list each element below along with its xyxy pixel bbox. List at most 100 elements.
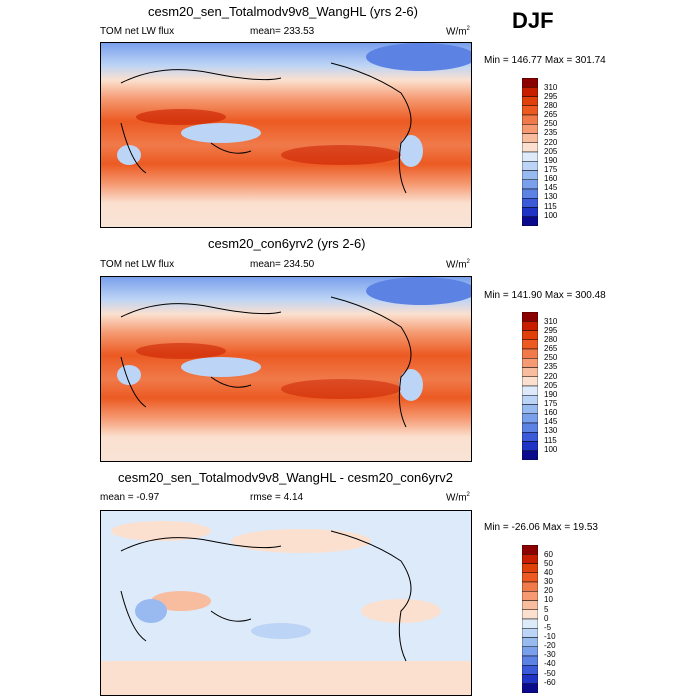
panel1-tick-label: 130 (544, 192, 558, 201)
colorbar-swatch (521, 600, 539, 610)
panel3-colorbar-swatches (521, 544, 539, 694)
panel3-units-label: W/m2 (446, 492, 470, 504)
panel2-tick-label: 145 (544, 417, 558, 426)
colorbar-swatch (521, 198, 539, 208)
panel3-tick-label: 60 (544, 550, 553, 559)
panel3-tick-label: 5 (544, 605, 549, 614)
panel1-tick-label: 295 (544, 92, 558, 101)
colorbar-swatch (521, 330, 539, 340)
colorbar-swatch (521, 683, 539, 694)
colorbar-swatch (521, 441, 539, 451)
panel3-tick-label: -10 (544, 632, 556, 641)
colorbar-swatch (521, 311, 539, 322)
colorbar-swatch (521, 544, 539, 555)
panel3-tick-label: -50 (544, 669, 556, 678)
panel2-field (101, 277, 471, 461)
colorbar-swatch (521, 321, 539, 331)
panel2-anomaly-maritime (181, 357, 261, 377)
panel1-field (101, 43, 471, 227)
panel2-anomaly-amazon (399, 369, 423, 401)
panel1-colorbar-swatches (521, 77, 539, 227)
colorbar-swatch (521, 413, 539, 424)
panel2-colorbar (521, 311, 539, 461)
panel3-coastlines (120, 530, 412, 662)
panel1-mean-label: mean= 233.53 (250, 26, 315, 37)
colorbar-swatch (521, 367, 539, 377)
panel3-anomaly (101, 661, 471, 695)
colorbar-swatch (521, 151, 539, 162)
panel3-anomaly (151, 591, 211, 611)
panel3-tick-label: -40 (544, 659, 556, 668)
panel2-tick-label: 250 (544, 353, 558, 362)
colorbar-swatch (521, 376, 539, 387)
panel3-anomaly (111, 521, 211, 541)
season-label: DJF (512, 8, 554, 33)
panel3-mean-label: mean = -0.97 (100, 492, 160, 503)
colorbar-swatch (521, 124, 539, 134)
panel1-colorbar (521, 77, 539, 227)
panel3-colorbar-ticks: 60 50 40 30 20 10 5 0 -5 -10 -20 -30 -40… (544, 545, 584, 693)
panel1-tick-label: 145 (544, 183, 558, 192)
colorbar-swatch (521, 142, 539, 153)
panel2-heatmap (101, 277, 471, 461)
panel2-tick-label: 160 (544, 408, 558, 417)
panel2-colorbar-swatches (521, 311, 539, 461)
colorbar-swatch (521, 609, 539, 620)
panel2-tick-label: 220 (544, 372, 558, 381)
colorbar-swatch (521, 395, 539, 405)
colorbar-swatch (521, 348, 539, 359)
panel2-map (100, 276, 472, 462)
colorbar-swatch (521, 432, 539, 442)
panel1-tick-label: 160 (544, 174, 558, 183)
panel1-tick-label: 250 (544, 119, 558, 128)
panel1-anomaly-indian (136, 109, 226, 125)
colorbar-swatch (521, 179, 539, 190)
panel1-colorbar-ticks: 310 295 280 265 250 235 220 205 190 175 … (544, 78, 584, 226)
panel2-units-label: W/m2 (446, 259, 470, 271)
panel1-heatmap (101, 43, 471, 227)
colorbar-swatch (521, 554, 539, 564)
panel2-anomaly-africa (117, 365, 141, 385)
colorbar-swatch (521, 188, 539, 199)
panel2-title: cesm20_con6yrv2 (yrs 2-6) (208, 236, 366, 251)
panel3-anomaly (231, 529, 371, 553)
colorbar-swatch (521, 358, 539, 368)
panel2-colorbar-svg (521, 311, 539, 461)
panel1-anomaly-pacific (281, 145, 401, 165)
panel2-tick-label: 280 (544, 335, 558, 344)
panel1-left-label: TOM net LW flux (100, 26, 175, 37)
panel3-tick-label: -5 (544, 623, 552, 632)
panel1-tick-label: 205 (544, 147, 558, 156)
panel2-colorbar-ticks: 310 295 280 265 250 235 220 205 190 175 … (544, 312, 584, 460)
colorbar-swatch (521, 114, 539, 125)
panel3-tick-label: 30 (544, 577, 553, 586)
colorbar-swatch (521, 170, 539, 180)
colorbar-swatch (521, 655, 539, 666)
panel1-tick-label: 310 (544, 83, 558, 92)
panel3-colorbar (521, 544, 539, 694)
colorbar-swatch (521, 563, 539, 573)
panel3-map (100, 510, 472, 696)
panel2-tick-label: 205 (544, 381, 558, 390)
panel3-colorbar-svg (521, 544, 539, 694)
panel2-anomaly-greenland (366, 277, 471, 305)
panel1-units-label: W/m2 (446, 26, 470, 38)
panel3-title: cesm20_sen_Totalmodv9v8_WangHL - cesm20_… (118, 470, 454, 485)
panel3-tick-label: -60 (544, 678, 556, 687)
colorbar-swatch (521, 450, 539, 461)
panel1-colorbar-svg (521, 77, 539, 227)
panel1-anomaly-amazon (399, 135, 423, 167)
panel1-tick-label: 235 (544, 128, 558, 137)
panel2-tick-label: 310 (544, 317, 558, 326)
colorbar-swatch (521, 618, 539, 629)
colorbar-swatch (521, 105, 539, 116)
panel1-tick-label: 220 (544, 138, 558, 147)
panel3-tick-label: 0 (544, 614, 549, 623)
colorbar-swatch (521, 96, 539, 106)
panel3-minmax-label: Min = -26.06 Max = 19.53 (484, 522, 598, 533)
panel2-anomaly-pacific (281, 379, 401, 399)
panel1-tick-label: 100 (544, 211, 558, 220)
panel2-tick-label: 265 (544, 344, 558, 353)
panel3-rmse-label: rmse = 4.14 (250, 492, 304, 503)
panel1-title: cesm20_sen_Totalmodv9v8_WangHL (yrs 2-6) (148, 4, 418, 19)
